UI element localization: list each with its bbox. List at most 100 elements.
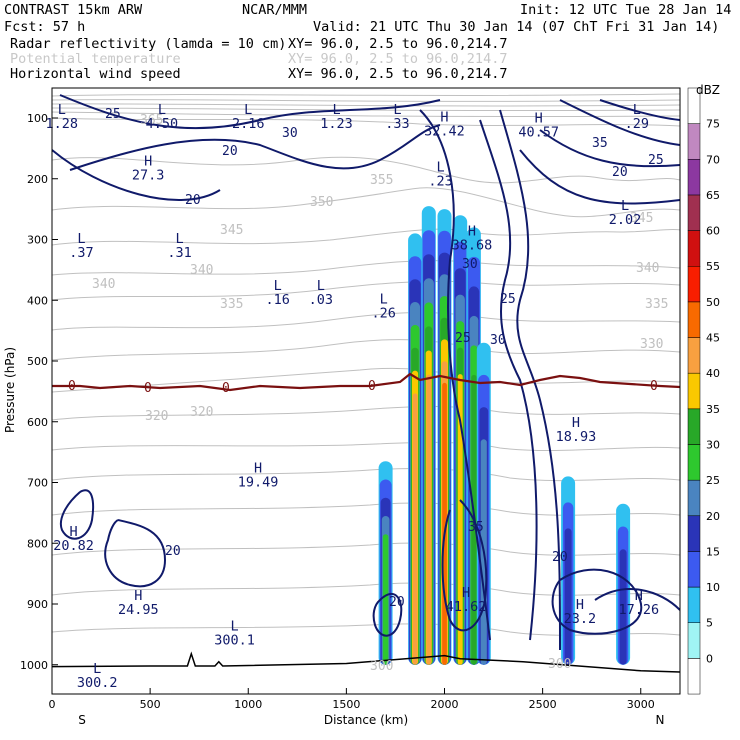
extremum-type: H [70,524,78,540]
wind-label-30-low: 30 [490,333,506,348]
extremum-type: H [572,415,580,431]
x-tick-label: 1500 [332,698,360,711]
x-tick-label: 3000 [627,698,655,711]
extremum-value: .29 [625,116,649,132]
extremum-value: .03 [309,292,333,308]
theta-label-340: 340 [190,263,213,278]
wind-label-25-mid: 25 [500,292,516,307]
extremum-type: L [77,231,85,247]
extremum-value: 19.49 [238,474,279,490]
y-tick-label: 700 [27,477,48,490]
extremum-type: L [633,102,641,118]
colorbar-swatch [687,123,701,160]
wind-label-25: 25 [105,107,121,122]
y-tick-label: 400 [27,294,48,307]
extremum-low: L.31 [167,231,191,261]
extremum-high: H38.68 [452,224,493,254]
extremum-low: L.26 [371,292,395,322]
extremum-low: L.33 [385,102,409,132]
x-end-right: N [656,713,665,727]
colorbar-swatch [687,372,701,410]
colorbar-swatch [687,230,701,267]
extremum-low: L.29 [625,102,649,132]
y-tick-label: 200 [27,173,48,186]
zero-label-4: 0 [368,379,376,394]
theta-label-350: 350 [310,195,333,210]
reflectivity-cell [564,528,572,665]
valid-time: Valid: 21 UTC Thu 30 Jan 14 (07 ChT Fri … [313,19,719,35]
x-tick-label: 2500 [529,698,557,711]
x-axis: 0 500 1000 1500 2000 2500 3000 [49,688,655,711]
colorbar-swatch [687,515,701,552]
terrain-line [52,651,680,673]
field-xy-wind: XY= 96.0, 2.5 to 96.0,214.7 [288,66,507,82]
colorbar-swatch [687,159,701,196]
theta-label-340-left: 340 [92,277,115,292]
colorbar-swatch [687,622,701,659]
colorbar-label: 15 [706,545,720,558]
wind-label-35: 35 [592,136,608,151]
extremum-value: 2.02 [609,212,642,228]
x-tick-label: 0 [49,698,56,711]
x-tick-label: 2000 [431,698,459,711]
extremum-type: H [535,111,543,127]
field-xy-reflectivity: XY= 96.0, 2.5 to 96.0,214.7 [288,36,507,52]
zero-labels: 0 0 0 0 0 [68,379,658,396]
extremum-type: L [380,292,388,308]
extremum-value: 4.50 [146,116,179,132]
extremum-high: H18.93 [556,415,597,445]
theta-label-335: 335 [220,297,243,312]
y-tick-label: 900 [27,598,48,611]
colorbar-units: dBZ [696,83,720,97]
colorbar-label: 35 [706,403,720,416]
extremum-low: L.23 [428,160,452,190]
colorbar: 0 5 10 15 20 25 30 35 40 45 50 55 60 65 70 75 [687,87,720,695]
theta-label-345: 345 [220,223,243,238]
wind-label-25-low: 25 [455,331,471,346]
wind-label-25-right: 25 [648,153,664,168]
zero-label-5: 0 [650,379,658,394]
center-name: NCAR/MMM [242,2,307,18]
extremum-type: L [58,102,66,118]
colorbar-swatch [687,479,701,517]
extremum-type: L [437,160,445,176]
colorbar-swatch [687,194,701,231]
colorbar-swatch [687,301,701,338]
extremum-high: H41.62 [446,585,487,615]
extremum-value: .37 [69,245,93,261]
extremum-high: H17.26 [618,588,659,618]
theta-label-320: 320 [145,409,168,424]
extremum-type: L [621,198,629,214]
colorbar-label: 0 [706,652,713,665]
extremum-type: L [244,102,252,118]
field-name-reflectivity: Radar reflectivity (lamda = 10 cm) [10,36,286,52]
colorbar-label: 20 [706,510,720,523]
wind-label-20: 20 [222,144,238,159]
colorbar-swatch [687,87,701,124]
field-name-wind: Horizontal wind speed [10,66,181,82]
colorbar-swatch [687,586,701,623]
colorbar-label: 30 [706,439,720,452]
x-tick-label: 500 [140,698,161,711]
y-tick-label: 300 [27,234,48,247]
colorbar-swatch [687,265,701,303]
wind-label-20-right: 20 [612,165,628,180]
y-tick-label: 1000 [20,659,48,672]
colorbar-swatch [687,658,701,695]
colorbar-label: 65 [706,189,720,202]
y-axis-title: Pressure (hPa) [3,347,17,433]
theta-label-340-right: 340 [636,261,659,276]
colorbar-label: 10 [706,581,720,594]
zero-label-1: 0 [68,379,76,394]
y-axis: 100 200 300 400 500 600 700 800 900 1000 [20,112,58,672]
colorbar-label: 70 [706,153,720,166]
theta-label-345-right: 345 [630,211,653,226]
wind-label-20-east: 20 [552,550,568,565]
colorbar-swatch [687,337,701,374]
extremum-value: 23.2 [564,611,597,627]
model-name: CONTRAST 15km ARW [4,2,143,18]
colorbar-swatch [687,408,701,445]
forecast-hour: Fcst: 57 h [4,19,85,35]
theta-label-330: 330 [640,337,663,352]
field-xy-theta: XY= 96.0, 2.5 to 96.0,214.7 [288,51,507,67]
